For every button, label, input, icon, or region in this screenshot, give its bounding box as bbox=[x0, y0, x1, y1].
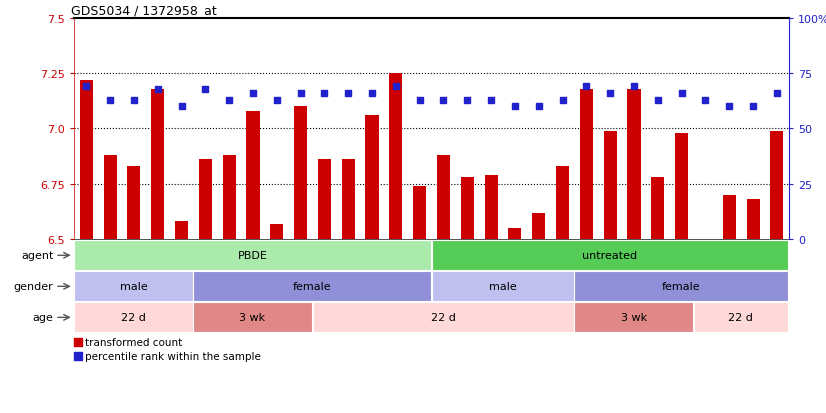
Bar bbox=[127, 166, 140, 240]
Text: male: male bbox=[489, 282, 516, 292]
Bar bbox=[79, 81, 93, 240]
Text: 22 d: 22 d bbox=[729, 313, 753, 323]
Bar bbox=[294, 107, 307, 240]
Text: female: female bbox=[292, 282, 331, 292]
Bar bbox=[175, 222, 188, 240]
Bar bbox=[389, 74, 402, 240]
Point bbox=[365, 90, 378, 97]
Bar bbox=[246, 112, 259, 240]
Point bbox=[222, 97, 235, 104]
Text: 3 wk: 3 wk bbox=[620, 313, 647, 323]
Text: age: age bbox=[33, 313, 54, 323]
Text: gender: gender bbox=[14, 282, 54, 292]
Bar bbox=[723, 195, 736, 240]
Point bbox=[318, 90, 331, 97]
Bar bbox=[771, 131, 784, 240]
Bar bbox=[604, 131, 617, 240]
Point bbox=[304, 280, 317, 287]
Point bbox=[270, 97, 283, 104]
Point bbox=[771, 90, 784, 97]
Point bbox=[103, 97, 116, 104]
Point bbox=[556, 97, 569, 104]
Bar bbox=[485, 176, 498, 240]
Text: transformed count: transformed count bbox=[85, 337, 182, 347]
Text: 3 wk: 3 wk bbox=[240, 313, 266, 323]
Text: male: male bbox=[120, 282, 147, 292]
Point bbox=[532, 104, 545, 110]
Bar bbox=[508, 228, 521, 240]
Bar bbox=[270, 224, 283, 240]
Point bbox=[747, 104, 760, 110]
Text: 22 d: 22 d bbox=[121, 313, 146, 323]
Bar bbox=[318, 160, 331, 240]
Text: GDS5034 / 1372958_at: GDS5034 / 1372958_at bbox=[71, 5, 216, 17]
Point bbox=[413, 97, 426, 104]
Bar bbox=[628, 89, 641, 240]
Bar bbox=[342, 160, 355, 240]
Point bbox=[675, 90, 688, 97]
Bar bbox=[365, 116, 378, 240]
Text: 22 d: 22 d bbox=[430, 313, 455, 323]
Point bbox=[580, 84, 593, 90]
Text: PBDE: PBDE bbox=[238, 251, 268, 261]
Point bbox=[127, 97, 140, 104]
Bar bbox=[437, 156, 450, 240]
Point bbox=[508, 104, 521, 110]
Point bbox=[437, 97, 450, 104]
Point bbox=[699, 97, 712, 104]
Point bbox=[294, 90, 307, 97]
Point bbox=[628, 84, 641, 90]
Point bbox=[342, 90, 355, 97]
Point bbox=[461, 97, 474, 104]
Point bbox=[79, 84, 93, 90]
Point bbox=[199, 86, 212, 93]
Bar bbox=[556, 166, 569, 240]
Point bbox=[389, 84, 402, 90]
Bar bbox=[580, 89, 593, 240]
Point bbox=[175, 104, 188, 110]
Point bbox=[304, 149, 317, 155]
Point bbox=[651, 97, 664, 104]
Bar bbox=[103, 156, 116, 240]
Text: percentile rank within the sample: percentile rank within the sample bbox=[85, 351, 260, 361]
Text: agent: agent bbox=[21, 251, 54, 261]
Bar bbox=[675, 133, 688, 240]
Bar bbox=[532, 213, 545, 240]
Point bbox=[246, 90, 259, 97]
Bar bbox=[413, 187, 426, 240]
Bar bbox=[461, 178, 474, 240]
Point bbox=[723, 104, 736, 110]
Bar bbox=[699, 240, 712, 246]
Bar bbox=[151, 89, 164, 240]
Text: female: female bbox=[662, 282, 700, 292]
Point bbox=[485, 97, 498, 104]
Text: untreated: untreated bbox=[582, 251, 638, 261]
Point bbox=[604, 90, 617, 97]
Bar bbox=[222, 156, 235, 240]
Point bbox=[151, 86, 164, 93]
Bar bbox=[651, 178, 664, 240]
Bar bbox=[199, 160, 212, 240]
Bar bbox=[747, 200, 760, 240]
